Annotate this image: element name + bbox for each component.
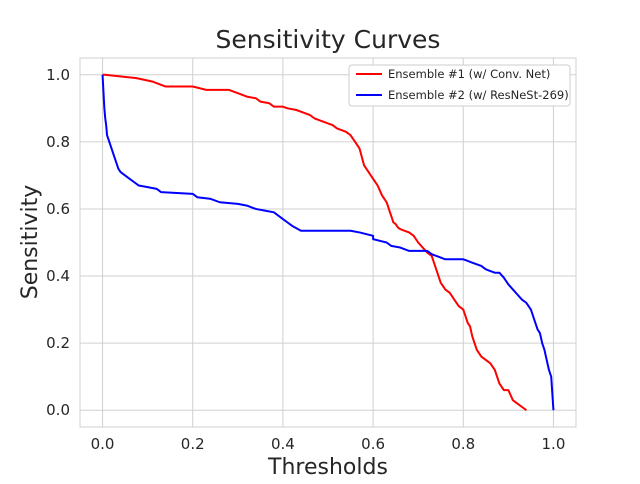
- x-tick-label: 0.2: [181, 435, 205, 453]
- chart-title: Sensitivity Curves: [216, 25, 441, 54]
- y-tick-labels: 0.0 0.2 0.4 0.6 0.8 1.0: [46, 66, 70, 419]
- x-tick-label: 0.0: [91, 435, 115, 453]
- legend-label-ensemble-1: Ensemble #1 (w/ Conv. Net): [388, 67, 550, 81]
- y-tick-label: 0.0: [46, 401, 70, 419]
- x-tick-label: 1.0: [542, 435, 566, 453]
- x-tick-label: 0.4: [271, 435, 295, 453]
- y-tick-label: 0.8: [46, 133, 70, 151]
- series-line-ensemble-2: [101, 74, 555, 411]
- series-line-ensemble-1: [102, 73, 527, 412]
- y-tick-label: 1.0: [46, 66, 70, 84]
- x-tick-label: 0.6: [361, 435, 385, 453]
- plot-area: [80, 58, 576, 427]
- grid-lines: [80, 58, 576, 427]
- legend-box: [348, 64, 571, 107]
- y-tick-label: 0.6: [46, 200, 70, 218]
- plot-frame: [79, 57, 577, 428]
- legend: Ensemble #1 (w/ Conv. Net) Ensemble #2 (…: [348, 64, 571, 107]
- x-axis-label: Thresholds: [267, 455, 388, 480]
- y-tick-label: 0.4: [46, 267, 70, 285]
- y-tick-label: 0.2: [46, 334, 70, 352]
- y-axis-label: Sensitivity: [18, 185, 43, 300]
- x-tick-labels: 0.0 0.2 0.4 0.6 0.8 1.0: [91, 435, 566, 453]
- legend-label-ensemble-2: Ensemble #2 (w/ ResNeSt-269): [388, 88, 569, 102]
- x-tick-label: 0.8: [451, 435, 475, 453]
- series-layer: [101, 73, 555, 412]
